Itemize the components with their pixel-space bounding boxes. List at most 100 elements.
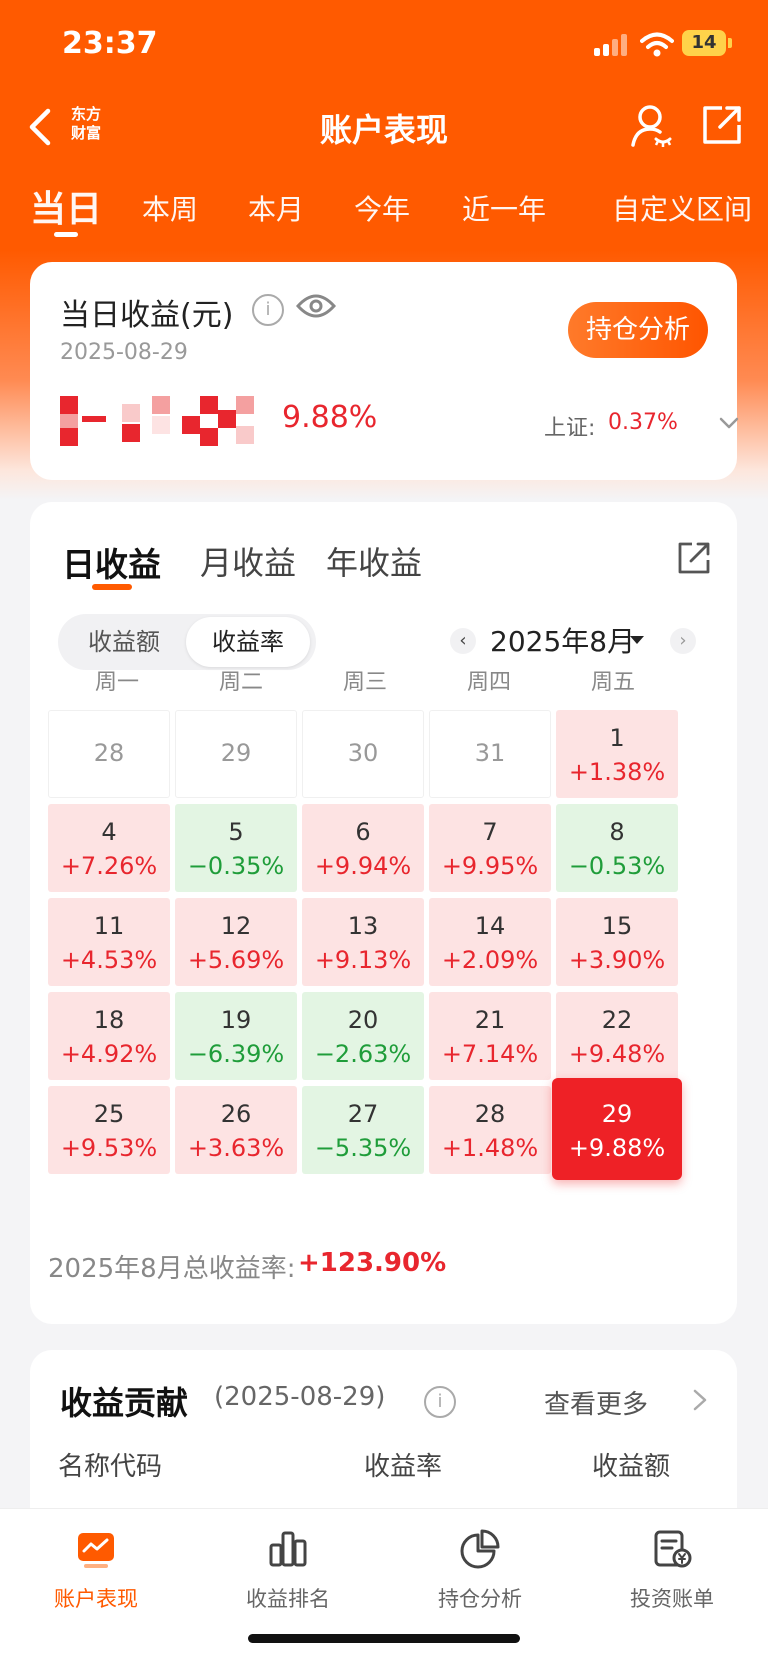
calendar-day[interactable]: 22 +9.48%: [556, 992, 678, 1080]
calendar-day[interactable]: 7 +9.95%: [429, 804, 551, 892]
day-number: 26: [220, 1100, 252, 1128]
period-tab-month[interactable]: 本月: [248, 193, 305, 226]
chevron-right-icon[interactable]: [692, 1388, 708, 1412]
day-rate: +4.92%: [60, 1040, 158, 1068]
tab-monthly-revenue[interactable]: 月收益: [200, 544, 297, 582]
day-number: 6: [355, 818, 371, 846]
tab-daily-revenue[interactable]: 日收益: [62, 545, 161, 584]
calendar-day[interactable]: 30: [302, 710, 424, 798]
holdings-analysis-button[interactable]: 持仓分析: [568, 302, 708, 358]
day-number: 11: [93, 912, 125, 940]
day-rate: +2.09%: [441, 946, 539, 974]
chevron-down-icon[interactable]: [718, 412, 740, 434]
home-indicator: [248, 1634, 520, 1643]
day-number: 14: [474, 912, 506, 940]
calendar-day[interactable]: 8 −0.53%: [556, 804, 678, 892]
calendar-day[interactable]: 25 +9.53%: [48, 1086, 170, 1174]
day-rate: +9.13%: [314, 946, 412, 974]
brand-logo-line1: 东方: [70, 105, 101, 123]
tab-investment-bill[interactable]: 投资账单: [576, 1521, 768, 1611]
day-rate: +1.38%: [568, 758, 666, 786]
day-number: 22: [601, 1006, 633, 1034]
calendar-day[interactable]: 18 +4.92%: [48, 992, 170, 1080]
status-bar: 23:37 14: [0, 0, 768, 90]
calendar-day[interactable]: 27 −5.35%: [302, 1086, 424, 1174]
bar-chart-icon: [269, 1531, 307, 1567]
status-time: 23:37: [62, 26, 158, 61]
day-number: 13: [347, 912, 379, 940]
summary-date: 2025-08-29: [60, 340, 188, 365]
user-profile-icon[interactable]: [630, 103, 672, 149]
next-month-button[interactable]: ›: [670, 628, 696, 654]
metric-toggle: 收益额 收益率: [58, 614, 316, 670]
calendar-day[interactable]: 20 −2.63%: [302, 992, 424, 1080]
calendar-day[interactable]: 13 +9.13%: [302, 898, 424, 986]
revenue-calendar-card: 日收益 月收益 年收益 收益额 收益率 ‹ 2025年8月 › 周一 周二 周三…: [30, 502, 737, 1324]
period-tab-last-year[interactable]: 近一年: [462, 193, 547, 226]
tab-revenue-ranking[interactable]: 收益排名: [192, 1521, 384, 1611]
calendar-day-today[interactable]: 29 +9.88%: [552, 1078, 682, 1180]
calendar-day[interactable]: 11 +4.53%: [48, 898, 170, 986]
period-tab-year[interactable]: 今年: [354, 193, 411, 226]
page-title: 账户表现: [319, 111, 448, 149]
day-rate: +9.48%: [568, 1040, 666, 1068]
day-number: 7: [482, 818, 498, 846]
brand-logo: 东方 财富: [66, 105, 106, 147]
summary-title: 当日收益(元): [60, 298, 234, 333]
revenue-tab-indicator: [92, 584, 132, 590]
export-icon[interactable]: [676, 540, 712, 576]
day-rate: −0.53%: [568, 852, 666, 880]
calendar-day[interactable]: 31: [429, 710, 551, 798]
chart-screen-icon: [78, 1533, 114, 1568]
calendar-day[interactable]: 6 +9.94%: [302, 804, 424, 892]
tab-account-performance[interactable]: 账户表现: [0, 1521, 192, 1611]
day-rate: −0.35%: [187, 852, 285, 880]
period-tab-custom[interactable]: 自定义区间: [612, 193, 753, 226]
contribution-date: (2025-08-29): [214, 1382, 386, 1412]
info-icon[interactable]: i: [252, 294, 284, 326]
calendar-day[interactable]: 28: [48, 710, 170, 798]
share-icon[interactable]: [700, 103, 744, 147]
day-rate: −5.35%: [314, 1134, 412, 1162]
tab-yearly-revenue[interactable]: 年收益: [326, 544, 423, 582]
daily-rate-value: 9.88%: [282, 400, 378, 435]
calendar-day[interactable]: 21 +7.14%: [429, 992, 551, 1080]
calendar-day[interactable]: 19 −6.39%: [175, 992, 297, 1080]
day-rate: +9.88%: [568, 1134, 666, 1162]
column-amount[interactable]: 收益额: [592, 1452, 671, 1482]
calendar-day[interactable]: 5 −0.35%: [175, 804, 297, 892]
signal-icon: [594, 34, 630, 56]
eye-icon[interactable]: [296, 292, 336, 320]
calendar-day[interactable]: 4 +7.26%: [48, 804, 170, 892]
day-number: 5: [228, 818, 244, 846]
period-tab-today[interactable]: 当日: [30, 189, 103, 230]
month-selector[interactable]: 2025年8月: [490, 625, 636, 658]
back-icon[interactable]: [26, 107, 56, 147]
contribution-info-icon[interactable]: i: [424, 1386, 456, 1418]
day-number: 20: [347, 1006, 379, 1034]
toggle-amount[interactable]: 收益额: [88, 628, 160, 656]
day-number: 29: [220, 739, 252, 767]
calendar-day[interactable]: 14 +2.09%: [429, 898, 551, 986]
weekday-wed: 周三: [342, 670, 387, 695]
day-rate: −6.39%: [187, 1040, 285, 1068]
period-tab-week[interactable]: 本周: [142, 193, 199, 226]
calendar-day[interactable]: 28 +1.48%: [429, 1086, 551, 1174]
column-rate[interactable]: 收益率: [364, 1452, 443, 1482]
day-number: 15: [601, 912, 633, 940]
weekday-fri: 周五: [590, 670, 635, 695]
calendar-day[interactable]: 12 +5.69%: [175, 898, 297, 986]
calendar-day[interactable]: 1 +1.38%: [556, 710, 678, 798]
prev-month-button[interactable]: ‹: [450, 628, 476, 654]
column-name-code[interactable]: 名称代码: [58, 1452, 163, 1482]
toggle-rate[interactable]: 收益率: [186, 617, 310, 667]
tab-holdings-analysis[interactable]: 持仓分析: [384, 1521, 576, 1611]
day-number: 29: [601, 1100, 633, 1128]
tab-label: 收益排名: [246, 1587, 330, 1611]
caret-down-icon[interactable]: [630, 636, 644, 644]
view-more-link[interactable]: 查看更多: [544, 1390, 649, 1420]
day-rate: +3.63%: [187, 1134, 285, 1162]
calendar-day[interactable]: 15 +3.90%: [556, 898, 678, 986]
calendar-day[interactable]: 29: [175, 710, 297, 798]
calendar-day[interactable]: 26 +3.63%: [175, 1086, 297, 1174]
